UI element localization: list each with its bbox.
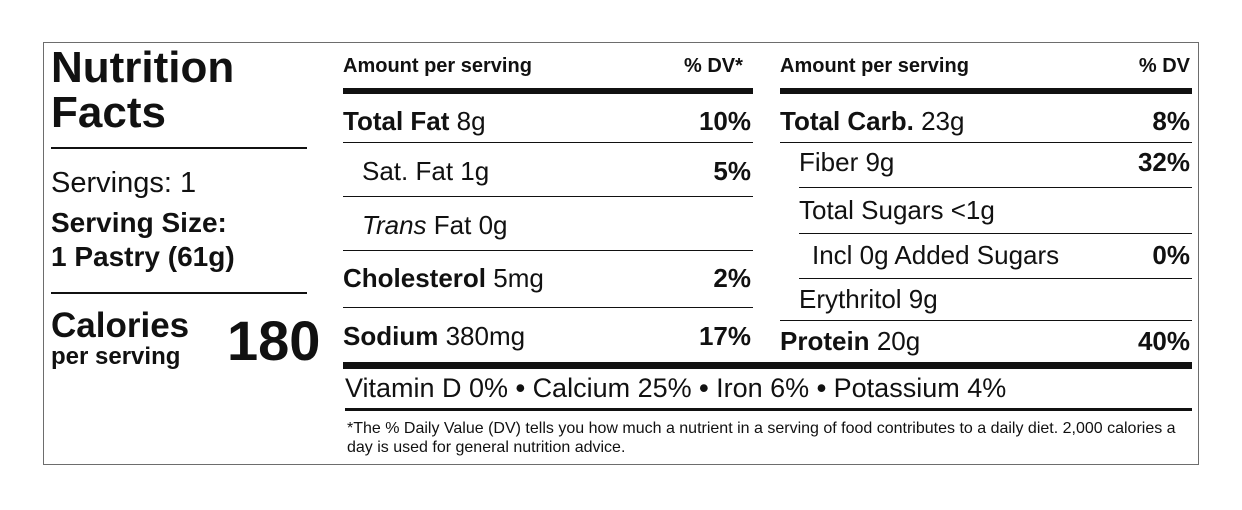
row-erythritol: Erythritol 9g bbox=[799, 284, 938, 314]
separator-dot: • bbox=[816, 373, 827, 403]
divider-row bbox=[343, 250, 753, 251]
servings-count: Servings: 1 bbox=[51, 167, 197, 199]
footnote-rule bbox=[345, 408, 1192, 411]
row-cholesterol: Cholesterol 5mg bbox=[343, 263, 544, 293]
divider-row bbox=[780, 320, 1192, 321]
dv-sat-fat: 5% bbox=[713, 156, 751, 186]
calories-label: Calories bbox=[51, 306, 190, 345]
right-header-rule bbox=[780, 88, 1192, 94]
row-fiber: Fiber 9g bbox=[799, 147, 895, 177]
row-total-carb: Total Carb. 23g bbox=[780, 106, 965, 136]
divider-row bbox=[343, 142, 753, 143]
calories-value: 180 bbox=[227, 309, 321, 372]
title-line-1: Nutrition bbox=[51, 43, 235, 92]
dv-fiber: 32% bbox=[1137, 147, 1190, 177]
calcium: Calcium 25% bbox=[532, 373, 692, 403]
right-header-dv: % DV bbox=[1138, 55, 1190, 77]
serving-size-value: 1 Pastry (61g) bbox=[51, 241, 235, 272]
row-protein: Protein 20g bbox=[780, 326, 921, 356]
row-total-sugars: Total Sugars <1g bbox=[799, 195, 995, 225]
dv-cholesterol: 2% bbox=[713, 263, 751, 293]
dv-protein: 40% bbox=[1137, 326, 1190, 356]
row-sat-fat: Sat. Fat 1g bbox=[362, 156, 490, 186]
divider-title bbox=[51, 147, 307, 149]
row-sodium: Sodium 380mg bbox=[343, 321, 526, 351]
potassium: Potassium 4% bbox=[833, 373, 1007, 403]
vitamins-rule bbox=[343, 362, 1192, 369]
calories-per-serving: per serving bbox=[51, 343, 181, 370]
divider-serving bbox=[51, 292, 307, 294]
row-trans-fat: Trans Fat 0g bbox=[362, 210, 508, 240]
label-title: Nutrition Facts bbox=[51, 45, 234, 135]
divider-row bbox=[343, 196, 753, 197]
iron: Iron 6% bbox=[716, 373, 810, 403]
dv-added-sugars: 0% bbox=[1152, 240, 1190, 270]
dv-sodium: 17% bbox=[698, 321, 751, 351]
serving-size-label: Serving Size: bbox=[51, 207, 227, 238]
dv-total-fat: 10% bbox=[698, 106, 751, 136]
right-header-amount: Amount per serving bbox=[780, 55, 969, 77]
divider-row bbox=[343, 307, 753, 308]
nutrition-facts-label: Nutrition Facts Servings: 1 Serving Size… bbox=[43, 42, 1199, 465]
dv-total-carb: 8% bbox=[1152, 106, 1190, 136]
vitamin-d: Vitamin D 0% bbox=[345, 373, 509, 403]
left-header-dv: % DV* bbox=[684, 55, 743, 77]
row-added-sugars: Incl 0g Added Sugars bbox=[812, 240, 1060, 270]
divider-row bbox=[799, 278, 1192, 279]
row-total-fat: Total Fat 8g bbox=[343, 106, 486, 136]
left-header-amount: Amount per serving bbox=[343, 55, 532, 77]
separator-dot: • bbox=[699, 373, 709, 403]
divider-row bbox=[799, 233, 1192, 234]
divider-row bbox=[799, 187, 1192, 188]
vitamins-line: Vitamin D 0% • Calcium 25% • Iron 6% • P… bbox=[345, 373, 1006, 404]
title-line-2: Facts bbox=[51, 88, 166, 137]
footnote: *The % Daily Value (DV) tells you how mu… bbox=[347, 420, 1176, 456]
left-header-rule bbox=[343, 88, 753, 94]
divider-row bbox=[780, 142, 1192, 143]
separator-dot: • bbox=[515, 373, 526, 403]
